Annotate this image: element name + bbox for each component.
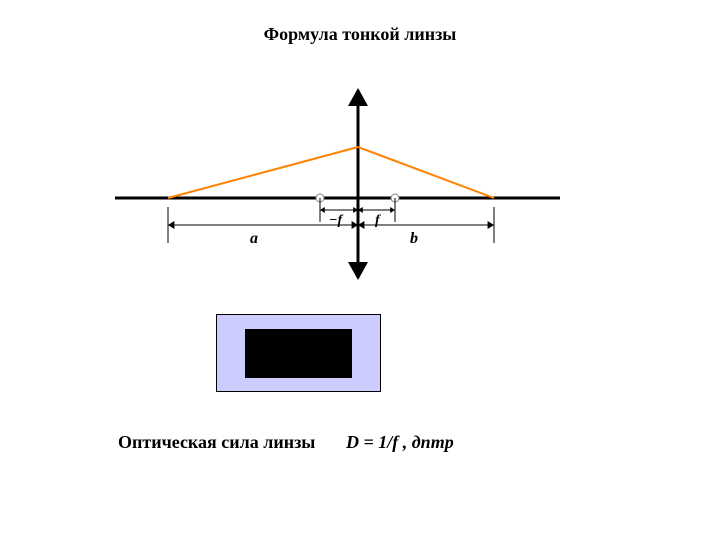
- label-minus-f: −f: [329, 213, 342, 229]
- optical-power-formula: D = 1/f , дптр: [346, 432, 454, 453]
- optical-power-text: Оптическая сила линзы: [118, 432, 315, 453]
- lens-diagram: [0, 0, 720, 540]
- lens-arrow: [348, 88, 368, 280]
- label-f: f: [375, 213, 380, 229]
- formula-box: [216, 314, 381, 392]
- formula-inner-rect: [245, 329, 352, 378]
- label-b: b: [410, 230, 418, 248]
- ray-triangle: [168, 147, 494, 198]
- label-a: a: [250, 230, 258, 248]
